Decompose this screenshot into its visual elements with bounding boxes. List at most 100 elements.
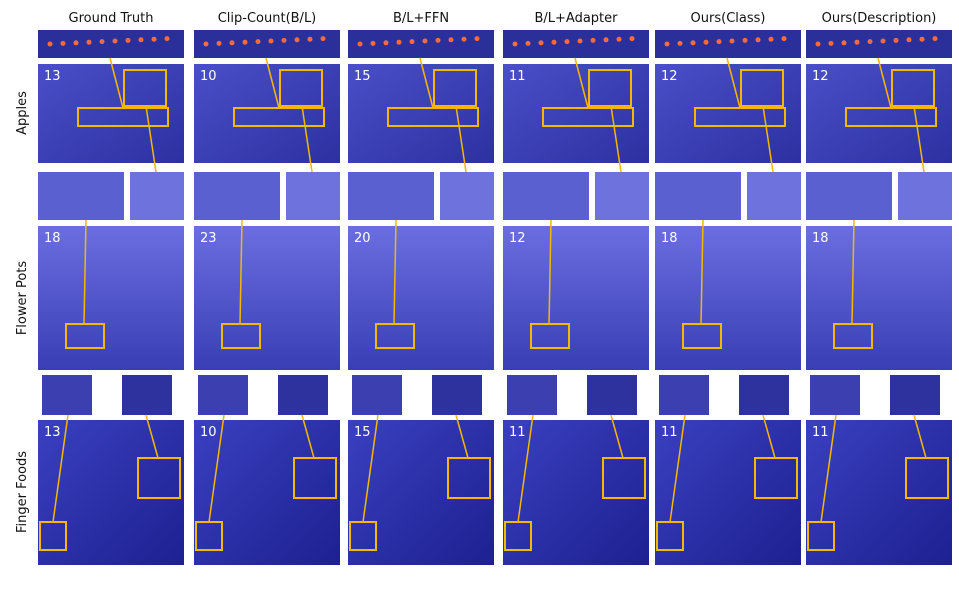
dot — [409, 39, 415, 45]
dot — [551, 39, 557, 45]
dot — [755, 37, 761, 43]
result-image — [194, 226, 340, 370]
zoom-box — [588, 69, 632, 107]
arrow — [52, 414, 69, 523]
arrow — [393, 219, 397, 325]
column-header: Ours(Class) — [691, 11, 766, 26]
dot — [677, 40, 683, 46]
dot — [422, 38, 428, 44]
zoom-box — [123, 69, 167, 107]
crop — [655, 172, 741, 220]
dot — [629, 36, 635, 42]
dot — [781, 36, 787, 42]
dot — [474, 36, 480, 42]
dot — [307, 36, 313, 42]
arrow — [517, 414, 534, 523]
dot — [73, 40, 79, 46]
crop — [42, 375, 92, 415]
dot — [203, 41, 209, 47]
count-label: 11 — [509, 425, 526, 440]
dot — [435, 37, 441, 43]
arrow — [762, 105, 774, 173]
dot — [919, 36, 925, 42]
dot — [512, 41, 518, 47]
count-label: 18 — [661, 231, 678, 246]
arrow — [455, 414, 469, 459]
dot — [294, 37, 300, 43]
dot — [716, 39, 722, 45]
arrow — [574, 57, 589, 109]
result-image — [806, 226, 952, 370]
count-label: 13 — [44, 69, 61, 84]
result-image — [655, 420, 801, 565]
count-label: 18 — [812, 231, 829, 246]
arrow — [669, 414, 686, 523]
dot — [125, 37, 131, 43]
zoom-box — [682, 323, 722, 349]
zoom-box — [602, 457, 646, 499]
dot — [577, 38, 583, 44]
dot — [664, 41, 670, 47]
count-label: 23 — [200, 231, 217, 246]
arrow — [610, 414, 624, 459]
dot — [86, 39, 92, 45]
dot — [828, 40, 834, 46]
crop — [587, 375, 637, 415]
dot — [729, 38, 735, 44]
column-header: Clip-Count(B/L) — [218, 11, 317, 26]
column-header: B/L+FFN — [393, 11, 449, 26]
arrow — [762, 414, 776, 459]
crop — [806, 172, 892, 220]
dot — [357, 41, 363, 47]
dot — [268, 38, 274, 44]
zoom-box — [530, 323, 570, 349]
crop — [286, 172, 340, 220]
dot — [742, 37, 748, 43]
result-image — [38, 226, 184, 370]
arrow — [548, 219, 552, 325]
arrow — [419, 57, 434, 109]
column-header: Ours(Description) — [822, 11, 937, 26]
row-label: Finger Foods — [15, 451, 30, 533]
result-image — [38, 420, 184, 565]
dot — [525, 40, 531, 46]
count-label: 11 — [661, 425, 678, 440]
zoom-box — [891, 69, 935, 107]
crop — [739, 375, 789, 415]
result-image — [348, 420, 494, 565]
dot — [538, 40, 544, 46]
row-label: Flower Pots — [15, 261, 30, 336]
arrow — [239, 219, 243, 325]
result-image — [655, 226, 801, 370]
count-label: 11 — [812, 425, 829, 440]
crop — [198, 375, 248, 415]
zoom-strip — [38, 30, 184, 58]
result-image — [655, 64, 801, 163]
arrow — [83, 219, 87, 325]
arrow — [208, 414, 225, 523]
dot — [461, 36, 467, 42]
arrow — [455, 105, 467, 173]
arrow — [820, 414, 837, 523]
dot — [932, 36, 938, 42]
count-label: 12 — [812, 69, 829, 84]
row-label: Apples — [15, 91, 30, 135]
result-image — [503, 64, 649, 163]
zoom-box — [433, 69, 477, 107]
count-label: 10 — [200, 69, 217, 84]
zoom-strip — [194, 30, 340, 58]
zoom-strip — [503, 30, 649, 58]
count-label: 15 — [354, 425, 371, 440]
column-header: Ground Truth — [69, 11, 154, 26]
arrow — [700, 219, 704, 325]
dot — [590, 37, 596, 43]
dot — [690, 40, 696, 46]
crop — [122, 375, 172, 415]
crop — [503, 172, 589, 220]
crop — [898, 172, 952, 220]
result-image — [503, 226, 649, 370]
dot — [47, 41, 53, 47]
dot — [841, 40, 847, 46]
